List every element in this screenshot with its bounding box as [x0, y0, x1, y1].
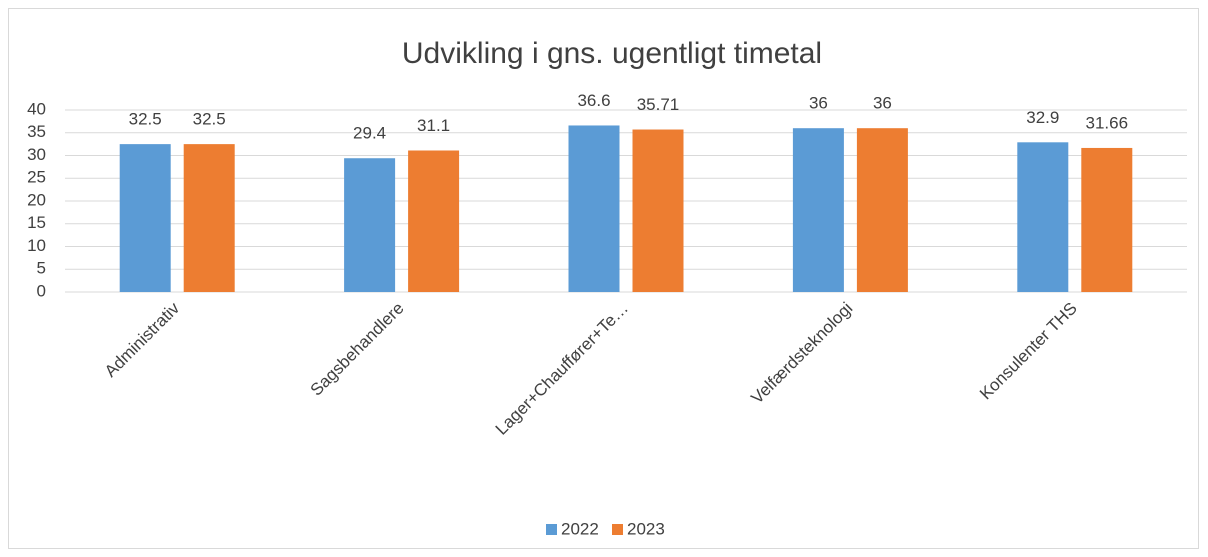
bar [632, 129, 684, 292]
y-tick-label: 10 [27, 236, 46, 255]
data-label: 32.9 [1026, 108, 1059, 127]
y-tick-label: 40 [27, 99, 46, 118]
data-label: 31.1 [417, 116, 450, 135]
bar [183, 144, 235, 292]
y-tick-label: 5 [37, 259, 46, 278]
bar [568, 125, 620, 292]
data-label: 29.4 [353, 124, 386, 143]
legend-swatch [546, 524, 557, 535]
bar [856, 128, 908, 292]
y-tick-label: 15 [27, 213, 46, 232]
y-tick-label: 0 [37, 281, 46, 300]
data-label: 36.6 [577, 91, 610, 110]
bar [344, 158, 396, 292]
chart-title: Udvikling i gns. ugentligt timetal [402, 37, 822, 70]
y-tick-label: 20 [27, 190, 46, 209]
y-tick-label: 30 [27, 145, 46, 164]
data-label: 35.71 [637, 95, 680, 114]
data-label: 32.5 [129, 110, 162, 129]
legend-label: 2023 [627, 519, 665, 538]
data-label: 32.5 [193, 110, 226, 129]
data-label: 36 [873, 94, 892, 113]
data-label: 36 [809, 94, 828, 113]
bar [792, 128, 844, 292]
data-label: 31.66 [1086, 113, 1129, 132]
bar [1017, 142, 1069, 292]
legend-label: 2022 [561, 519, 599, 538]
bar [1081, 147, 1133, 292]
legend-swatch [612, 524, 623, 535]
bar [408, 150, 460, 292]
y-tick-label: 25 [27, 168, 46, 187]
y-tick-label: 35 [27, 122, 46, 141]
bar [119, 144, 171, 292]
